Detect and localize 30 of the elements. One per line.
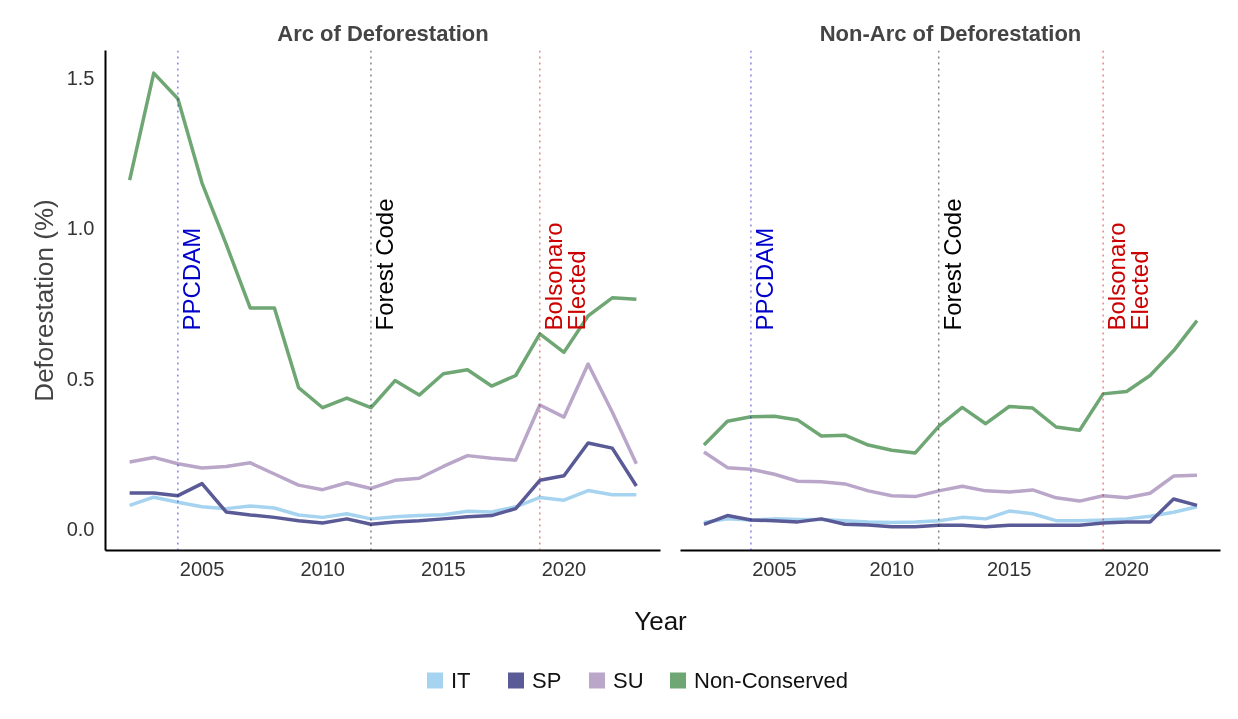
x-tick-label: 2015 bbox=[421, 557, 466, 580]
y-tick-label: 0.5 bbox=[66, 367, 95, 390]
legend-label: SP bbox=[532, 668, 562, 693]
y-axis-title: Deforestation (%) bbox=[28, 199, 59, 402]
x-axis-title: Year bbox=[634, 605, 688, 636]
chart-title: Non-Arc of Deforestation bbox=[819, 20, 1082, 46]
x-tick-label: 2020 bbox=[541, 557, 587, 580]
x-tick-label: 2010 bbox=[869, 557, 915, 580]
ref-line-label: Bolsonaro Elected bbox=[1103, 222, 1154, 331]
ref-line-label: Forest Code bbox=[370, 198, 398, 331]
ref-line-label: PPCDAM bbox=[750, 227, 778, 331]
line-series bbox=[127, 488, 639, 521]
x-tick-label: 2020 bbox=[1104, 557, 1149, 580]
x-tick-label: 2005 bbox=[752, 557, 797, 580]
y-tick-label: 0.0 bbox=[66, 518, 95, 541]
ref-line-label: Bolsonaro Elected bbox=[539, 222, 590, 331]
line-series bbox=[127, 362, 639, 492]
x-tick-label: 2010 bbox=[300, 557, 345, 580]
chart-title: Arc of Deforestation bbox=[277, 20, 489, 46]
legend-label: Non-Conserved bbox=[694, 668, 849, 693]
ref-line-label: Forest Code bbox=[938, 198, 966, 331]
line-series bbox=[127, 71, 639, 410]
ref-line-label: PPCDAM bbox=[177, 227, 205, 331]
x-tick-label: 2005 bbox=[179, 557, 225, 580]
legend-label: SU bbox=[613, 668, 644, 693]
legend-label: IT bbox=[451, 668, 471, 693]
y-tick-label: 1.0 bbox=[66, 217, 95, 240]
x-tick-label: 2015 bbox=[986, 557, 1032, 580]
y-tick-label: 1.5 bbox=[66, 66, 95, 89]
line-series bbox=[127, 441, 639, 527]
